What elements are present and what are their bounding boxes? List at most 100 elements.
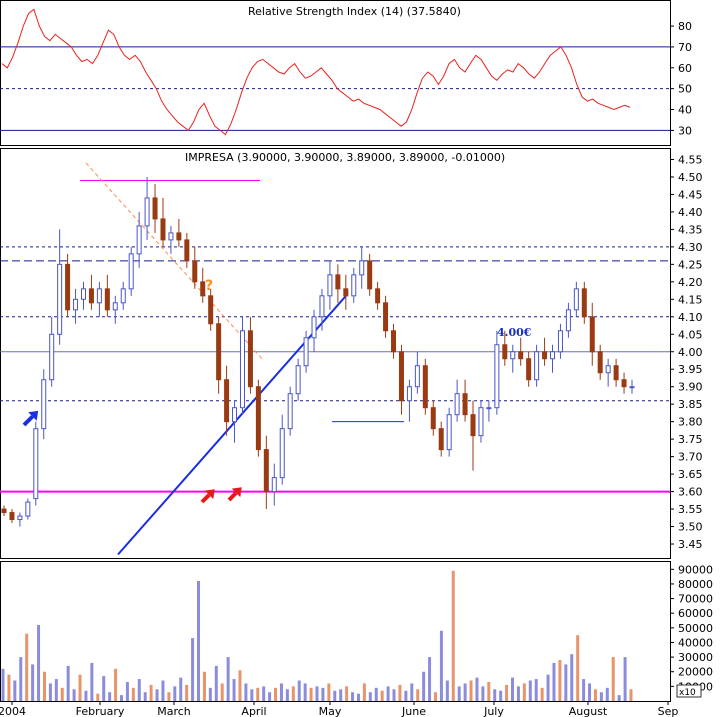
rsi-tick-label: 60 (678, 62, 692, 75)
volume-bar (256, 687, 260, 701)
volume-bar (433, 692, 437, 701)
candle-body (279, 428, 285, 479)
candle-body (462, 393, 468, 416)
candle-body (41, 379, 47, 430)
volume-bar (179, 677, 183, 701)
price-tick-label: 3.80 (678, 416, 703, 429)
volume-bar (356, 693, 360, 701)
volume-bar (605, 687, 609, 701)
candle-body (359, 260, 365, 276)
volume-bar (570, 654, 574, 701)
candle-body (271, 477, 277, 493)
price-tick-label: 3.90 (678, 381, 703, 394)
price-tick-label: 4.05 (678, 328, 703, 341)
candle-body (446, 414, 452, 451)
volume-bar (202, 671, 206, 701)
candle-body (49, 333, 55, 381)
volume-bar (351, 692, 355, 701)
x-tick-label: March (157, 705, 191, 717)
volume-bar (291, 686, 295, 701)
volume-bar (232, 679, 236, 701)
volume-bar (522, 683, 526, 701)
volume-bar (60, 687, 64, 701)
volume-bar (244, 683, 248, 701)
candle-body (192, 260, 198, 283)
volume-bar (588, 683, 592, 701)
volume-bar (374, 687, 378, 701)
rsi-series-line (1, 8, 631, 136)
candle-body (351, 274, 357, 297)
candle-body (422, 365, 428, 409)
volume-bar (1, 668, 5, 701)
price-tick-label: 4.15 (678, 293, 703, 306)
candle-body (144, 197, 150, 227)
candle-body (255, 386, 261, 451)
volume-bar (368, 692, 372, 701)
candle-body (375, 288, 381, 304)
candle-body (176, 232, 182, 241)
volume-bar (25, 633, 29, 701)
candle-body (478, 407, 484, 437)
rsi-tick-label: 40 (678, 104, 692, 117)
candle-body (406, 386, 412, 402)
candle-body (557, 330, 563, 353)
price-tick-label: 3.95 (678, 363, 703, 376)
candle-body (589, 316, 595, 353)
volume-bar (226, 657, 230, 701)
volume-bar (576, 635, 580, 701)
volume-bar (303, 683, 307, 701)
candle-body (73, 298, 79, 311)
candle-body (502, 344, 508, 360)
volume-bar (90, 662, 94, 701)
volume-bar (309, 687, 313, 701)
volume-bar (422, 671, 426, 701)
price-tick-label: 3.60 (678, 486, 703, 499)
volume-bar (599, 692, 603, 701)
price-tick-label: 4.20 (678, 276, 703, 289)
volume-bar (143, 692, 147, 701)
volume-bar (505, 684, 509, 701)
candle-body (629, 386, 635, 389)
volume-bar (445, 680, 449, 701)
candle-body (208, 295, 214, 325)
price-panel: 4.55 4.50 4.45 4.40 4.35 4.30 4.25 4.20 4.15 4.10… (0, 153, 703, 556)
candle-body (152, 197, 158, 220)
volume-tick-label: 20000 (678, 666, 713, 679)
volume-bar (72, 689, 76, 701)
candle-body (565, 309, 571, 332)
volume-bar (155, 689, 159, 701)
candle-body (184, 239, 190, 262)
candle-body (597, 351, 603, 374)
volume-bar (493, 689, 497, 701)
x-tick-label: February (76, 705, 125, 717)
volume-bar (268, 692, 272, 701)
volume-bar (392, 689, 396, 701)
volume-bar (191, 638, 195, 701)
volume-bar (315, 686, 319, 701)
x-tick-label: June (401, 705, 426, 717)
candle-body (383, 302, 389, 332)
volume-bar (333, 690, 337, 701)
volume-tick-label: 30000 (678, 651, 713, 664)
candle-body (391, 330, 397, 353)
volume-bar (540, 687, 544, 701)
volume-tick-label: 60000 (678, 607, 713, 620)
candle-body (573, 288, 579, 311)
volume-bar (279, 683, 283, 701)
question-mark-annotation: ? (205, 278, 213, 294)
candle-body (33, 428, 39, 500)
volume-bar (149, 684, 153, 701)
price-tick-label: 4.45 (678, 188, 703, 201)
price-tick-label: 4.40 (678, 206, 703, 219)
volume-bar (516, 686, 520, 701)
candle-body (104, 288, 110, 311)
candle-body (367, 260, 373, 290)
volume-bar (487, 681, 491, 701)
x-tick-label: July (483, 705, 504, 717)
candle-body (216, 323, 222, 381)
candle-body (17, 515, 23, 521)
rsi-title: Relative Strength Index (14) (37.5840) (248, 5, 461, 18)
volume-bar (528, 680, 532, 701)
